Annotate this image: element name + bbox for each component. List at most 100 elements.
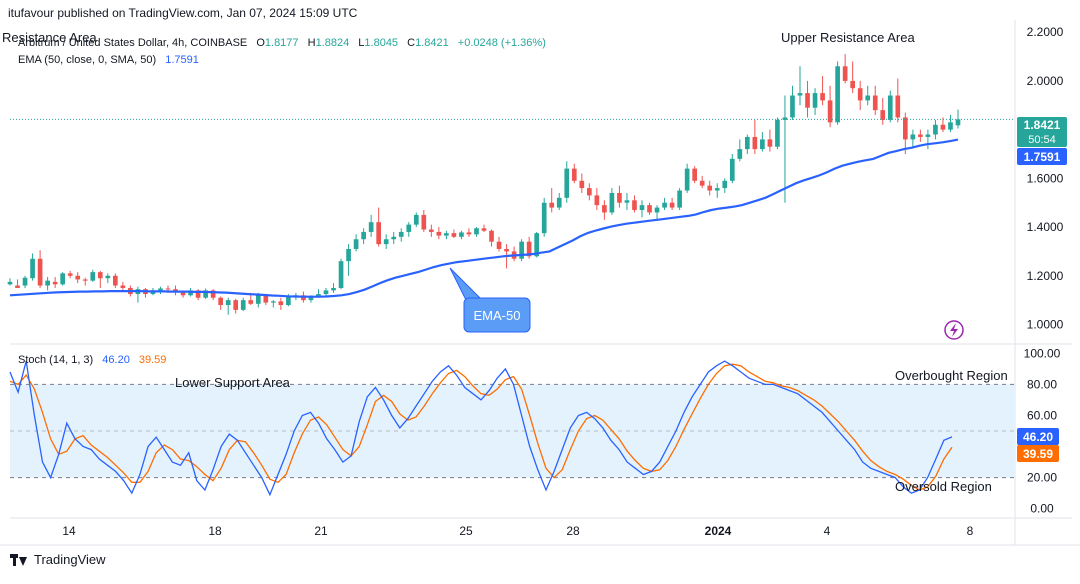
- tradingview-logo-icon: [10, 553, 28, 566]
- time-axis[interactable]: 14 18 21 25 28 2024 4 8: [62, 524, 973, 538]
- candle: [436, 227, 442, 240]
- candle: [624, 192, 630, 211]
- candle: [587, 183, 592, 201]
- candle: [669, 197, 675, 211]
- ema-legend-value: 1.7591: [165, 54, 199, 66]
- candle: [933, 119, 938, 140]
- tradingview-brand: TradingView: [34, 552, 106, 567]
- candle: [383, 234, 389, 249]
- ema-legend[interactable]: EMA (50, close, 0, SMA, 50) 1.7591: [18, 54, 199, 66]
- candle: [609, 188, 615, 215]
- candle: [654, 205, 660, 220]
- candle: [820, 76, 825, 106]
- candle: [880, 97, 886, 125]
- candle: [22, 275, 28, 288]
- stoch-k-tag-bg: [1017, 428, 1059, 445]
- candle: [790, 85, 795, 120]
- candle: [699, 175, 705, 189]
- candle: [346, 244, 351, 276]
- candle: [647, 202, 652, 215]
- ema-legend-label: EMA (50, close, 0, SMA, 50): [18, 54, 156, 66]
- candle: [850, 61, 855, 94]
- candle: [865, 85, 871, 106]
- symbol-legend[interactable]: Arbitrum / United States Dollar, 4h, COI…: [18, 37, 546, 49]
- candle: [233, 298, 239, 314]
- ohlc-high-key: H: [308, 37, 316, 49]
- ema-price-tag-value: 1.7591: [1024, 150, 1061, 164]
- candle: [361, 228, 366, 245]
- candle: [835, 61, 840, 125]
- candle: [745, 134, 750, 154]
- ohlc-high-value: 1.8824: [316, 37, 350, 49]
- ema-callout: EMA-50: [449, 267, 531, 333]
- publisher-line: itufavour published on TradingView.com, …: [8, 6, 358, 20]
- candle: [7, 278, 13, 286]
- candle: [797, 66, 803, 106]
- candle: [842, 54, 848, 84]
- candle: [775, 117, 780, 150]
- candle: [67, 270, 73, 279]
- candle: [444, 230, 449, 240]
- candle: [75, 272, 81, 284]
- candle: [30, 253, 35, 281]
- price-change: +0.0248 (+1.36%): [458, 37, 546, 49]
- candle: [82, 277, 88, 286]
- candle: [602, 200, 607, 220]
- overbought-label: Overbought Region: [895, 368, 1008, 383]
- candle: [113, 273, 118, 288]
- candle: [805, 80, 810, 118]
- last-price-tag-bg: [1017, 117, 1067, 147]
- candle: [90, 269, 96, 282]
- stoch-d-value: 39.59: [139, 354, 167, 366]
- candle: [45, 277, 50, 291]
- candle: [391, 231, 397, 245]
- stoch-k-line: [9, 360, 953, 497]
- candle: [940, 117, 946, 133]
- stoch-panel[interactable]: [9, 360, 1015, 497]
- ohlc-open-value: 1.8177: [265, 37, 299, 49]
- oversold-label: Oversold Region: [895, 479, 992, 494]
- candle: [481, 224, 487, 232]
- candle: [812, 88, 818, 116]
- stoch-k-tag: 46.20: [1017, 428, 1059, 445]
- candle: [474, 227, 479, 237]
- candle: [376, 207, 381, 247]
- candle: [707, 180, 713, 196]
- resistance-area-label: Resistance Area: [2, 30, 97, 45]
- candle: [872, 85, 878, 116]
- candle: [714, 183, 720, 198]
- stoch-d-tag-value: 39.59: [1023, 447, 1053, 461]
- price-tick-label: 2.0000: [1027, 74, 1064, 88]
- time-tick-label: 14: [62, 524, 76, 538]
- candle: [639, 200, 645, 218]
- time-tick-label: 18: [208, 524, 222, 538]
- ohlc-close-value: 1.8421: [415, 37, 449, 49]
- candle: [173, 285, 178, 296]
- candle: [594, 188, 600, 211]
- candle: [827, 85, 833, 128]
- price-tick-label: 1.4000: [1027, 220, 1064, 234]
- lower-support-label: Lower Support Area: [175, 375, 291, 390]
- candle: [398, 228, 404, 242]
- candle: [240, 297, 246, 312]
- stoch-band: [10, 384, 1015, 478]
- candle: [278, 297, 284, 310]
- candle: [692, 166, 697, 184]
- time-tick-label: 28: [566, 524, 580, 538]
- stoch-k-value: 46.20: [102, 354, 130, 366]
- candle: [271, 300, 276, 308]
- price-panel[interactable]: [7, 54, 1015, 315]
- ema-callout-box: [463, 297, 531, 333]
- tradingview-logo[interactable]: TradingView: [10, 552, 106, 567]
- time-tick-label: 8: [967, 524, 974, 538]
- candle: [564, 161, 570, 203]
- candle: [549, 188, 555, 213]
- candle: [760, 132, 765, 152]
- candle: [323, 287, 329, 297]
- time-tick-label: 25: [459, 524, 473, 538]
- stoch-legend[interactable]: Stoch (14, 1, 3) 46.20 39.59: [18, 354, 166, 366]
- upper-resistance-label: Upper Resistance Area: [781, 30, 915, 45]
- lightning-icon[interactable]: [944, 320, 964, 340]
- price-tick-label: 2.2000: [1027, 25, 1064, 39]
